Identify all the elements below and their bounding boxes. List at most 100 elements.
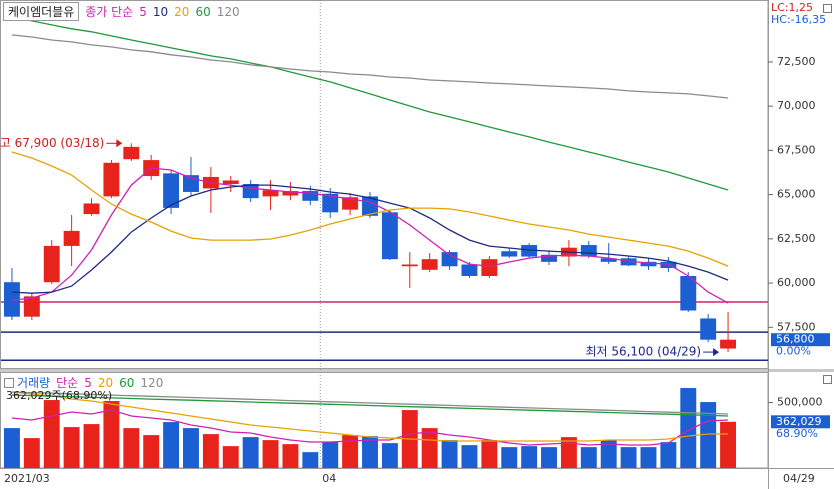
legend-icon [4, 377, 14, 388]
candle-body [600, 258, 617, 262]
legend-entry: 5 [139, 4, 147, 19]
candle-body [660, 261, 677, 269]
candle-body [222, 180, 239, 184]
annotation-arrowhead [713, 348, 720, 357]
legend-entry: 20 [97, 375, 114, 390]
volume-bar [580, 447, 597, 468]
volume-bar [262, 440, 279, 468]
candle-body [421, 259, 438, 270]
x-tick-label: 2021/03 [4, 472, 50, 485]
legend-entry: 10 [152, 4, 169, 19]
stock-name[interactable]: 케이엠더블유 [3, 2, 80, 21]
last-price-label-ratio: 0.00% [776, 345, 811, 358]
volume-bar [63, 427, 80, 468]
volume-legend: 거래량 단순 5 20 60 120 [4, 374, 163, 391]
volume-bar [222, 446, 239, 468]
volume-bar [501, 447, 518, 468]
candle-body [680, 276, 697, 311]
candle-body [342, 197, 359, 210]
close-button[interactable] [823, 4, 832, 13]
annotation-arrowhead [116, 139, 123, 148]
volume-bar [242, 437, 259, 468]
volume-bar [202, 434, 219, 468]
candle-body [401, 264, 418, 267]
volume-bar [481, 440, 498, 468]
candle-body [163, 173, 180, 208]
moving-average-line [11, 391, 729, 415]
y-tick-label: 57,500 [777, 320, 816, 333]
candle-body [282, 191, 299, 196]
legend-title: 단순 [56, 376, 79, 390]
candle-body [481, 259, 498, 276]
last-price-label: 56,800 [776, 333, 815, 346]
candle-body [461, 264, 478, 276]
volume-bar [660, 442, 677, 468]
legend-entry: 20 [174, 4, 190, 19]
candle-body [700, 318, 717, 340]
candle-body [43, 245, 60, 283]
volume-bar [720, 421, 737, 468]
volume-bar [163, 422, 180, 468]
candle-body [23, 296, 40, 317]
y-tick-label: 70,000 [777, 99, 816, 112]
volume-bar [103, 401, 120, 468]
candle-body [640, 261, 657, 267]
volume-bar [322, 442, 339, 468]
volume-bar [620, 447, 637, 468]
annotation-text: 최저 56,100 (04/29) [585, 345, 701, 359]
candle-body [541, 254, 557, 262]
moving-average-line [11, 394, 729, 417]
candle-body [302, 191, 319, 201]
legend-entry: 120 [140, 375, 164, 390]
legend-entry: 5 [84, 375, 92, 390]
legend-entry: 60 [119, 375, 135, 390]
last-volume-label-ratio: 68.90% [776, 427, 818, 440]
legend-entry: 120 [216, 4, 240, 19]
hc-label: HC:-16,35 [771, 13, 826, 26]
volume-bar [461, 445, 478, 468]
volume-bar [441, 440, 458, 468]
volume-bar [381, 443, 398, 468]
moving-average-line [11, 391, 729, 442]
volume-bar [541, 447, 557, 468]
volume-bar [600, 440, 617, 468]
y-tick-label: 62,500 [777, 232, 816, 245]
moving-average-line [11, 151, 729, 267]
moving-average-line [11, 34, 729, 99]
moving-average-line [11, 16, 729, 191]
volume-bar [700, 402, 717, 468]
volume-bar [302, 452, 319, 468]
candle-body [123, 146, 140, 160]
volume-bar [421, 428, 438, 468]
annotation-text: 최고 67,900 (03/18) [0, 136, 104, 150]
volume-bar [640, 447, 657, 468]
volume-bar [680, 388, 697, 468]
volume-bar [143, 435, 160, 468]
candle-body [720, 339, 737, 349]
candle-body [103, 162, 120, 197]
x-tick-label: 04 [322, 472, 336, 485]
moving-average-line [11, 409, 729, 446]
lc-label: LC:1,25 [771, 1, 813, 14]
volume-bar [183, 428, 199, 468]
price-legend: 케이엠더블유 종가 단순 5 10 20 60 120 [3, 2, 240, 21]
candle-body [63, 230, 80, 246]
candle-body [441, 252, 458, 267]
y-tick-label: 60,000 [777, 276, 816, 289]
candle-body [381, 212, 398, 260]
volume-bar [83, 424, 100, 468]
y-tick-label: 67,500 [777, 143, 816, 156]
volume-info: 362,029주(68.90%) [6, 389, 113, 402]
last-volume-label: 362,029 [776, 415, 822, 428]
candle-body [83, 203, 100, 215]
x-tick-label: 04/29 [783, 472, 815, 485]
moving-average-line [11, 184, 729, 294]
volume-bar [123, 428, 140, 468]
candle-body [501, 251, 518, 257]
legend-title: 종가 단순 [85, 5, 134, 19]
close-button[interactable] [823, 375, 832, 384]
volume-bar [3, 428, 20, 468]
candle-body [322, 193, 339, 213]
